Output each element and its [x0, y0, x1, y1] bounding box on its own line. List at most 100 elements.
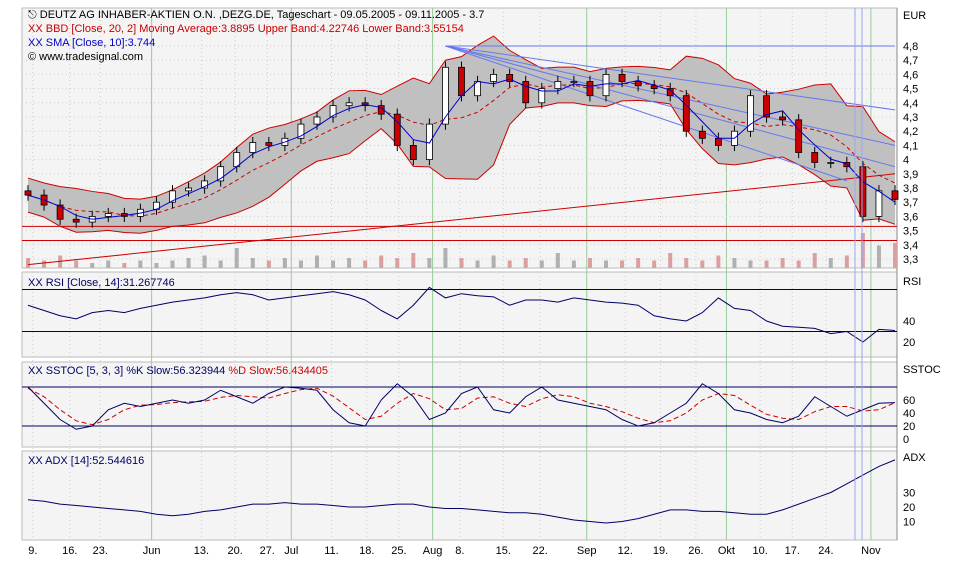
- volume-bar: [812, 253, 817, 268]
- volume-bar: [700, 260, 705, 268]
- price-axis-title: EUR: [903, 10, 927, 22]
- volume-bar: [523, 258, 528, 268]
- trend-line: [445, 45, 847, 182]
- x-tick-label: 9.: [28, 545, 38, 557]
- chart-title: ⎋ DEUTZ AG INHABER-AKTIEN O.N. ,DEZG.DE,…: [28, 9, 484, 21]
- price-tick-label: 4,8: [903, 41, 918, 53]
- panel-3: [21, 450, 898, 541]
- candle-body: [570, 81, 578, 83]
- volume-bar: [507, 260, 512, 268]
- x-tick-label: 13.: [193, 545, 210, 557]
- volume-bar: [427, 258, 432, 268]
- volume-bar: [379, 255, 384, 268]
- x-tick-label: Jul: [284, 545, 299, 557]
- volume-bar: [764, 260, 769, 268]
- x-tick-label: 26.: [688, 545, 704, 557]
- bbd-legend[interactable]: XX BBD [Close, 20, 2] Moving Average:3.8…: [28, 23, 464, 35]
- candle-body: [506, 74, 514, 82]
- volume-bar: [844, 255, 849, 268]
- sstoc-tick-label: 40: [903, 408, 915, 420]
- price-tick-label: 3,4: [903, 240, 918, 252]
- price-tick-label: 4,5: [903, 84, 918, 96]
- x-tick-label: 20.: [227, 545, 243, 557]
- volume-bar: [893, 243, 897, 268]
- volume-bar: [218, 260, 223, 268]
- volume-bar: [684, 258, 689, 268]
- candle-body: [458, 66, 465, 97]
- adx-line: [27, 459, 896, 524]
- x-tick-label: Sep: [576, 545, 597, 557]
- candle-body: [554, 81, 562, 89]
- settings-icon[interactable]: ⎋: [28, 9, 40, 21]
- candle-body: [666, 88, 674, 97]
- volume-bar: [732, 258, 737, 268]
- x-tick-label: 22.: [532, 545, 548, 557]
- candle-body: [779, 116, 787, 121]
- volume-bar: [186, 258, 191, 268]
- candle-body: [618, 74, 626, 82]
- candle-body: [329, 105, 337, 118]
- price-tick-label: 4: [903, 155, 909, 167]
- candle-body: [714, 137, 722, 146]
- x-tick-label: Nov: [861, 545, 881, 557]
- x-tick-label: 27.: [259, 545, 275, 557]
- candle-body: [393, 113, 401, 146]
- rsi-legend[interactable]: XX RSI [Close, 14]:31.267746: [28, 277, 175, 289]
- volume-bar: [796, 260, 801, 268]
- candle-body: [217, 166, 225, 182]
- adx-axis-title: ADX: [903, 452, 926, 464]
- candle-body: [827, 162, 835, 164]
- candle-body: [345, 102, 353, 107]
- price-tick-label: 4,7: [903, 55, 918, 67]
- volume-bar: [571, 260, 576, 268]
- adx-tick-label: 20: [903, 502, 915, 514]
- volume-bar: [202, 255, 207, 268]
- x-tick-label: Aug: [422, 545, 443, 557]
- sstoc-legend[interactable]: XX SSTOC [5, 3, 3] %K Slow:56.323944 %D …: [28, 365, 328, 377]
- bollinger-band-fill: [28, 36, 895, 234]
- candle-body: [763, 95, 770, 118]
- volume-bar: [876, 245, 881, 268]
- price-tick-label: 4,3: [903, 112, 918, 124]
- candle-body: [201, 180, 209, 189]
- trend-line: [27, 173, 896, 266]
- volume-bar: [539, 260, 544, 268]
- volume-bar: [266, 260, 271, 268]
- x-tick-label: 15.: [495, 545, 511, 557]
- price-tick-label: 3,6: [903, 211, 918, 223]
- volume-bar: [250, 258, 255, 268]
- volume-bar: [636, 258, 641, 268]
- candle-body: [185, 187, 192, 192]
- sma-legend[interactable]: XX SMA [Close, 10]:3.744: [28, 37, 156, 49]
- candle-body: [538, 88, 546, 104]
- x-tick-label: 17.: [784, 545, 800, 557]
- sstoc-tick-label: 0: [903, 434, 909, 446]
- candle-body: [442, 66, 449, 125]
- price-tick-label: 4,2: [903, 126, 918, 138]
- x-tick-label: Jun: [142, 545, 161, 557]
- volume-bar: [90, 263, 95, 268]
- volume-bar: [587, 258, 592, 268]
- x-tick-label: 12.: [617, 545, 633, 557]
- volume-bar: [555, 253, 560, 268]
- candle-body: [425, 123, 433, 160]
- sstoc-axis-title: SSTOC: [903, 364, 941, 376]
- volume-bar: [122, 263, 127, 268]
- volume-bar: [138, 260, 143, 268]
- volume-bar: [395, 258, 400, 268]
- price-tick-label: 3,5: [903, 226, 918, 238]
- adx-legend[interactable]: XX ADX [14]:52.544616: [28, 455, 145, 467]
- panel-1: [21, 271, 898, 358]
- volume-bar: [443, 248, 448, 268]
- trend-line: [445, 45, 896, 168]
- volume-bar: [491, 255, 496, 268]
- x-tick-label: 24.: [818, 545, 834, 557]
- candle-body: [409, 144, 417, 160]
- candle-body: [747, 95, 754, 132]
- price-tick-label: 4,4: [903, 98, 918, 110]
- volume-bar: [106, 260, 111, 268]
- x-tick-label: 25.: [391, 545, 407, 557]
- volume-bar: [620, 260, 625, 268]
- candle-body: [249, 142, 257, 153]
